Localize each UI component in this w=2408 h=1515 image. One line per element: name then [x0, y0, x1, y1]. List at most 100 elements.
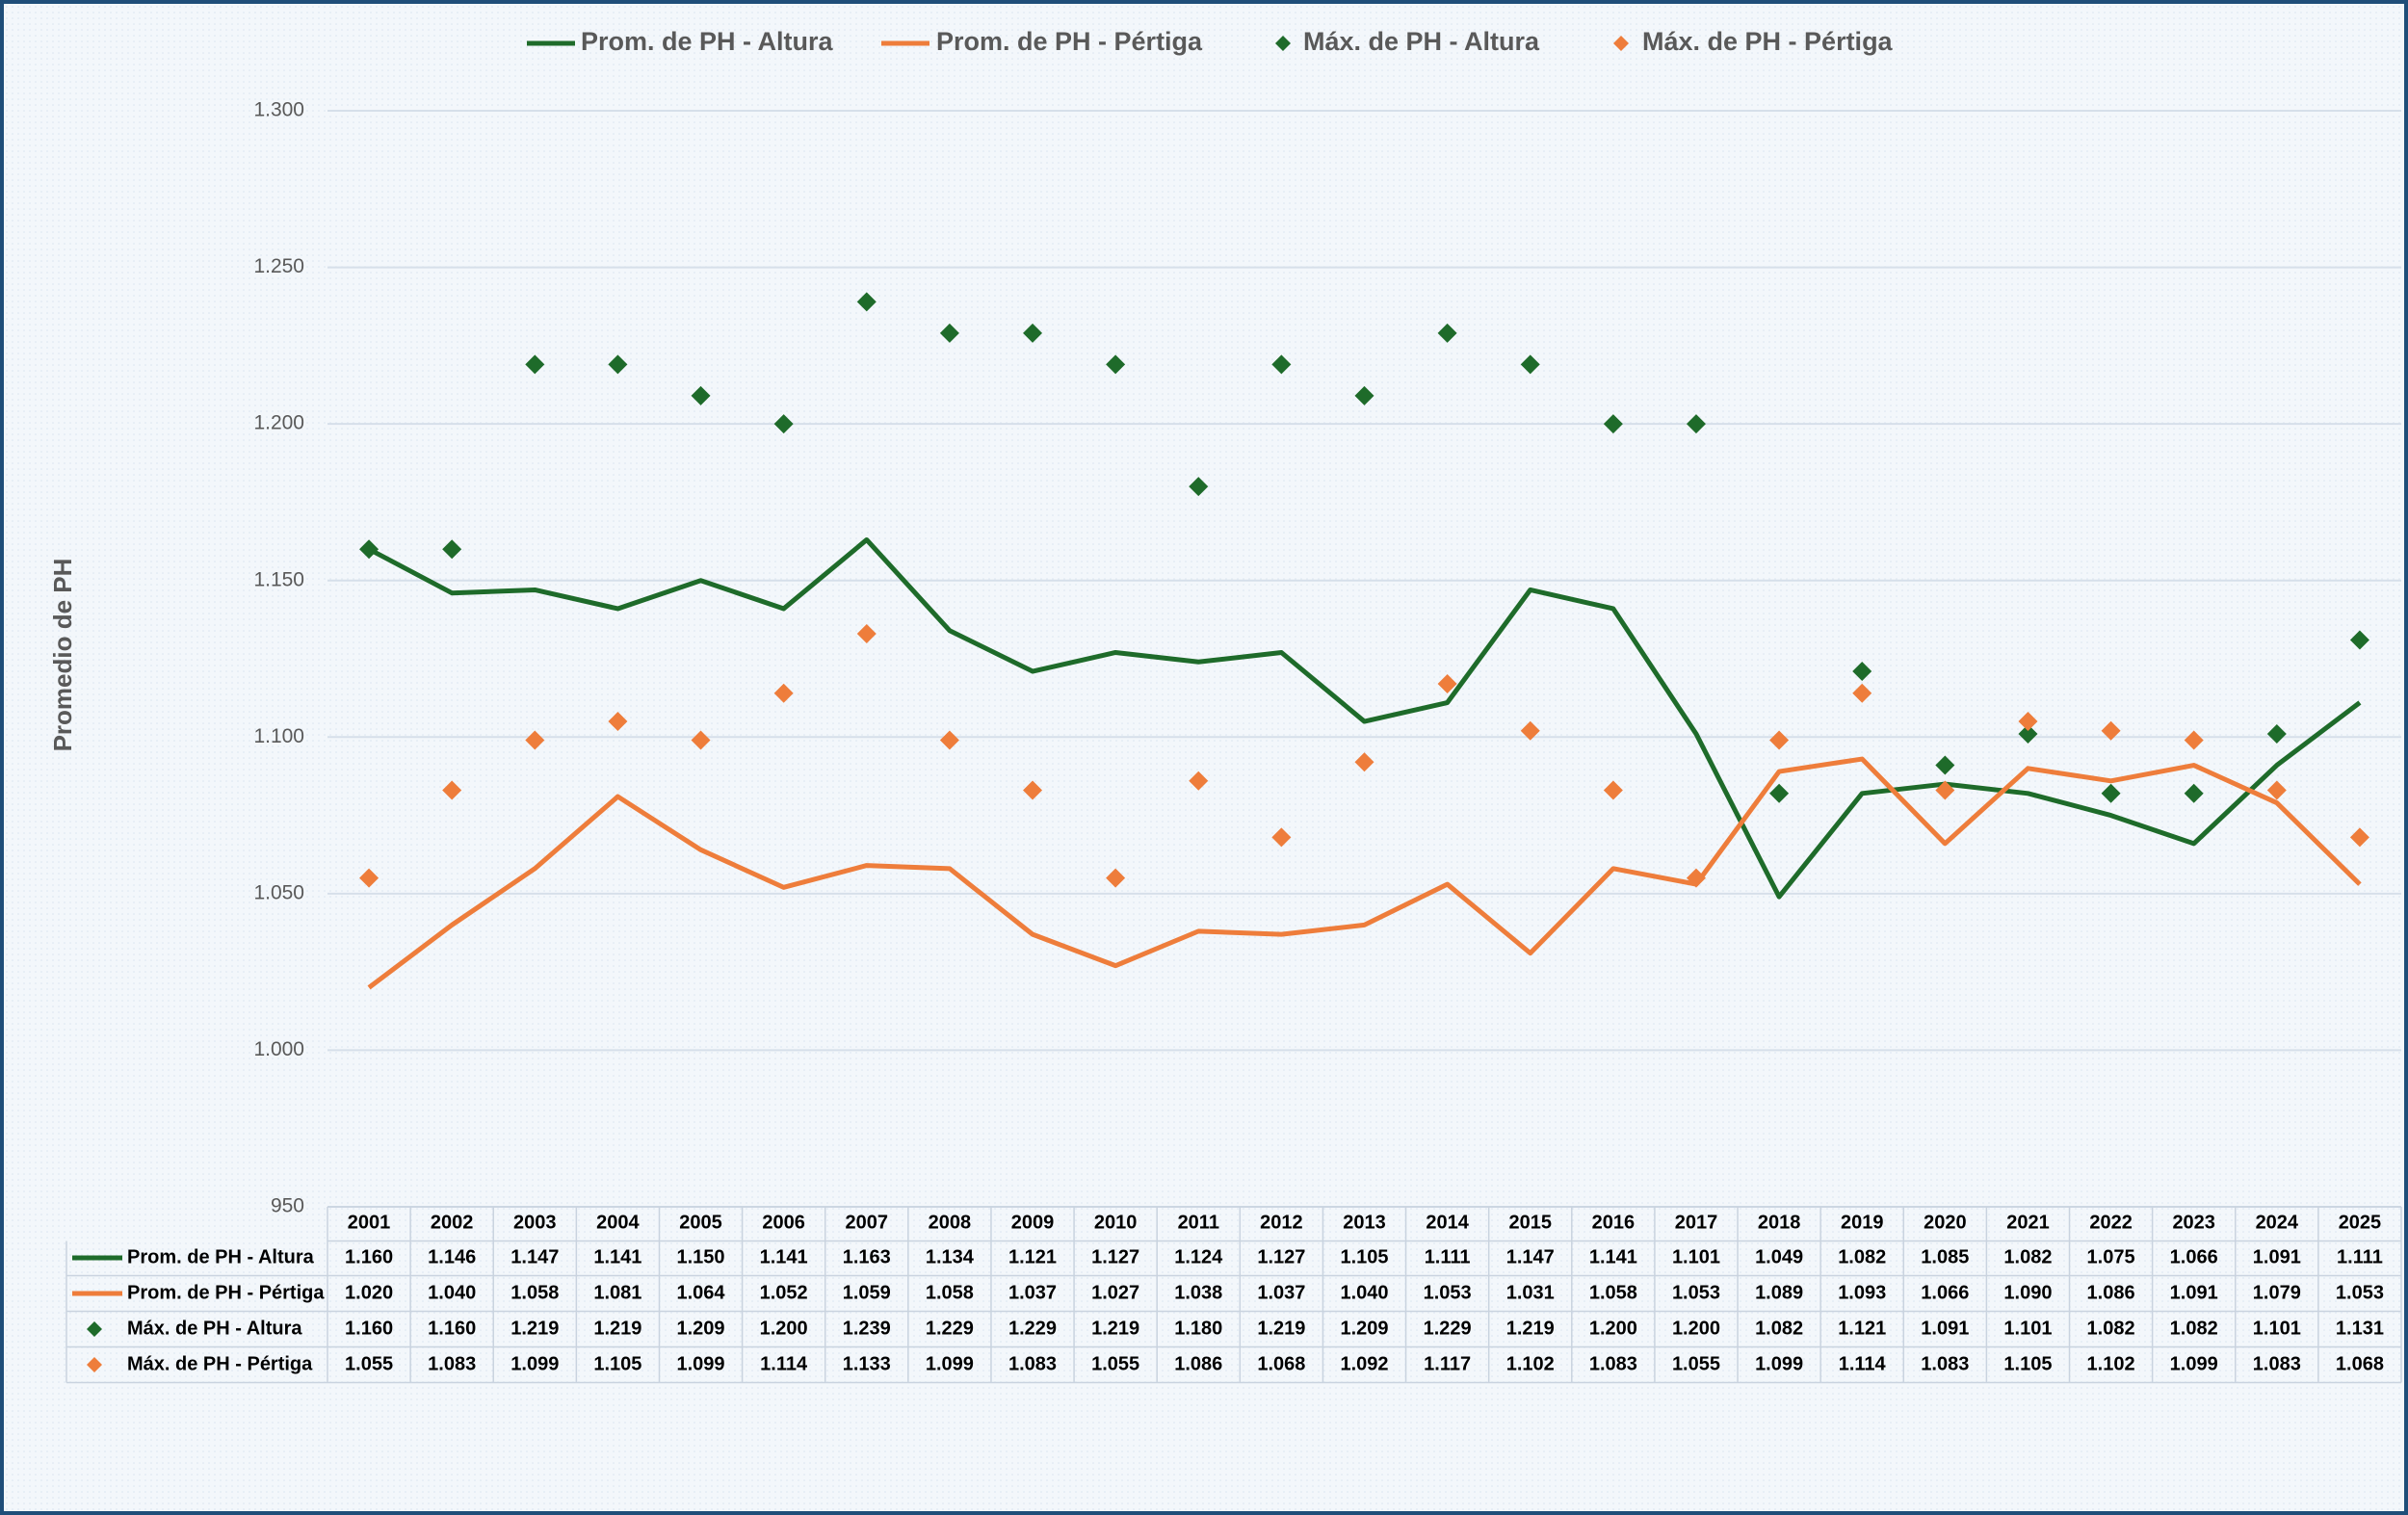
- y-tick-label: 1.000: [253, 1038, 304, 1060]
- table-value: 1.066: [2170, 1246, 2218, 1267]
- marker: [856, 292, 877, 312]
- x-tick-label: 2012: [1260, 1212, 1303, 1233]
- table-value: 1.068: [1257, 1353, 1305, 1374]
- marker: [1769, 783, 1790, 803]
- table-value: 1.058: [1589, 1282, 1637, 1303]
- marker: [773, 683, 794, 703]
- table-value: 1.180: [1174, 1318, 1222, 1339]
- table-value: 1.105: [593, 1353, 641, 1374]
- marker: [1935, 780, 1955, 800]
- x-tick-label: 2019: [1841, 1212, 1884, 1233]
- table-value: 1.114: [760, 1353, 808, 1374]
- x-tick-label: 2001: [348, 1212, 391, 1233]
- table-value: 1.147: [510, 1246, 559, 1267]
- table-value: 1.079: [2253, 1282, 2301, 1303]
- marker: [2184, 783, 2204, 803]
- marker: [359, 868, 380, 888]
- table-value: 1.055: [345, 1353, 393, 1374]
- x-tick-label: 2013: [1343, 1212, 1386, 1233]
- table-value: 1.209: [1340, 1318, 1388, 1339]
- table-value: 1.058: [926, 1282, 974, 1303]
- table-value: 1.083: [1008, 1353, 1057, 1374]
- marker: [1852, 683, 1872, 703]
- marker: [525, 730, 545, 750]
- table-value: 1.040: [1340, 1282, 1388, 1303]
- table-value: 1.081: [593, 1282, 641, 1303]
- marker: [1935, 755, 1955, 775]
- x-tick-label: 2010: [1094, 1212, 1138, 1233]
- table-value: 1.141: [760, 1246, 808, 1267]
- x-tick-label: 2023: [2172, 1212, 2215, 1233]
- marker: [1437, 674, 1457, 694]
- marker: [1271, 354, 1292, 375]
- marker: [2101, 783, 2121, 803]
- table-value: 1.090: [2003, 1282, 2052, 1303]
- x-tick-label: 2003: [513, 1212, 557, 1233]
- y-tick-label: 1.200: [253, 412, 304, 434]
- table-value: 1.105: [2003, 1353, 2052, 1374]
- table-value: 1.066: [1921, 1282, 1969, 1303]
- table-value: 1.089: [1755, 1282, 1803, 1303]
- table-value: 1.031: [1506, 1282, 1555, 1303]
- table-value: 1.027: [1091, 1282, 1139, 1303]
- table-value: 1.092: [1340, 1353, 1388, 1374]
- marker: [442, 539, 462, 560]
- x-tick-label: 2015: [1508, 1212, 1552, 1233]
- x-tick-label: 2020: [1924, 1212, 1967, 1233]
- legend-key: [87, 1321, 102, 1337]
- table-value: 1.150: [677, 1246, 725, 1267]
- marker: [1354, 752, 1374, 772]
- marker: [1189, 771, 1209, 791]
- table-value: 1.083: [1921, 1353, 1969, 1374]
- table-value: 1.091: [2253, 1246, 2301, 1267]
- table-value: 1.091: [1921, 1318, 1969, 1339]
- table-value: 1.229: [926, 1318, 974, 1339]
- table-value: 1.083: [2253, 1353, 2301, 1374]
- x-tick-label: 2008: [929, 1212, 972, 1233]
- table-value: 1.082: [2170, 1318, 2218, 1339]
- marker: [1023, 780, 1043, 800]
- marker: [1686, 414, 1706, 434]
- marker: [1023, 323, 1043, 343]
- table-value: 1.121: [1008, 1246, 1057, 1267]
- x-tick-label: 2017: [1675, 1212, 1718, 1233]
- x-tick-label: 2007: [846, 1212, 889, 1233]
- table-row-label: Máx. de PH - Altura: [127, 1318, 302, 1339]
- marker: [1106, 868, 1126, 888]
- marker: [525, 354, 545, 375]
- legend-key: [87, 1357, 102, 1372]
- table-value: 1.086: [2087, 1282, 2135, 1303]
- marker: [1437, 323, 1457, 343]
- table-value: 1.219: [1091, 1318, 1139, 1339]
- table-value: 1.082: [2003, 1246, 2052, 1267]
- table-value: 1.111: [2337, 1246, 2383, 1267]
- x-tick-label: 2025: [2339, 1212, 2382, 1233]
- marker: [2266, 780, 2287, 800]
- table-value: 1.058: [510, 1282, 559, 1303]
- table-value: 1.086: [1174, 1353, 1222, 1374]
- marker: [1603, 780, 1623, 800]
- table-value: 1.160: [345, 1318, 393, 1339]
- y-tick-label: 1.050: [253, 881, 304, 903]
- x-tick-label: 2005: [679, 1212, 722, 1233]
- table-value: 1.082: [2087, 1318, 2135, 1339]
- table-value: 1.200: [760, 1318, 808, 1339]
- table-value: 1.082: [1838, 1246, 1886, 1267]
- line-series: [367, 756, 2362, 990]
- table-value: 1.020: [345, 1282, 393, 1303]
- marker: [773, 414, 794, 434]
- line-series: [367, 536, 2362, 900]
- table-value: 1.160: [345, 1246, 393, 1267]
- y-tick-label: 1.300: [253, 99, 304, 121]
- marker: [856, 623, 877, 643]
- table-value: 1.127: [1257, 1246, 1305, 1267]
- marker: [939, 730, 959, 750]
- legend-label: Máx. de PH - Altura: [1303, 27, 1540, 56]
- table-value: 1.229: [1008, 1318, 1057, 1339]
- marker: [2349, 630, 2369, 650]
- x-tick-label: 2006: [762, 1212, 805, 1233]
- table-value: 1.099: [1755, 1353, 1803, 1374]
- table-value: 1.064: [677, 1282, 726, 1303]
